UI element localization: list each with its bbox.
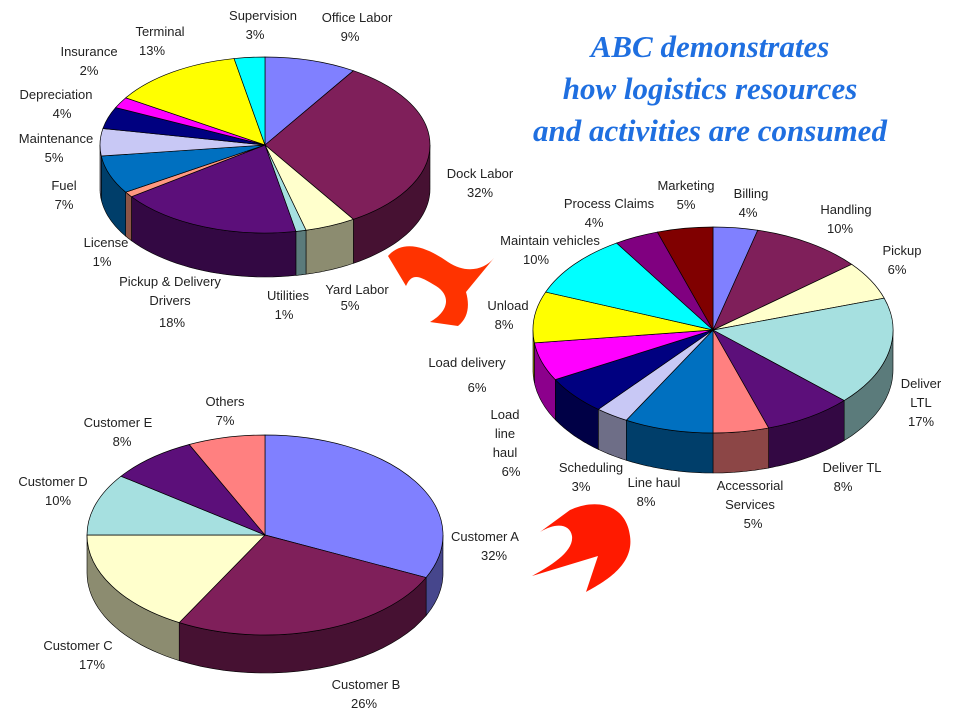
slice-label-maintenance: Maintenance 5% [19, 131, 93, 165]
pie-slice-office-labor [264, 56, 355, 146]
slice-label-load-delivery: Load delivery 6% [428, 355, 506, 395]
pie-side-license [125, 191, 132, 242]
pie-slice-line-haul [625, 329, 714, 434]
pie-slice-maintain-vehicles [545, 242, 715, 331]
flow-arrow-resources-to-activities [388, 246, 494, 326]
slice-label-handling: Handling 10% [820, 202, 871, 236]
slice-label-supervision: Supervision 3% [229, 8, 297, 42]
slice-label-pickup-delivery-drivers: Pickup & Delivery Drivers 18% [119, 274, 221, 330]
pie-slice-marketing [656, 226, 714, 332]
pie-slice-customer-a [264, 434, 444, 578]
pie-side-utilities [295, 229, 307, 276]
slice-label-scheduling: Scheduling 3% [559, 460, 623, 494]
slice-label-license: License 1% [84, 235, 129, 269]
resources-pie-chart [99, 56, 431, 278]
slice-label-dock-labor: Dock Labor 32% [447, 166, 514, 200]
resources-slice-labels: Office Labor 9% Dock Labor 32% Yard Labor 5% U… [19, 8, 514, 330]
pie-slice-others [188, 434, 266, 536]
slice-label-customer-a: Customer A 32% [451, 529, 519, 563]
slice-label-deliver-tl: Deliver TL 8% [822, 460, 881, 494]
slice-label-terminal: Terminal 13% [135, 24, 184, 58]
pie-slice-customer-e [120, 444, 266, 536]
activities-slice-labels: Billing 4% Handling 10% Pickup 6% Deliver LTL 17… [428, 178, 942, 531]
slice-label-depreciation: Depreciation 4% [20, 87, 93, 121]
title-line-2: how logistics resources [562, 71, 858, 106]
flow-arrow-activities-to-customers [532, 504, 631, 592]
pie-slice-deliver-tl [712, 329, 845, 429]
slice-label-utilities: Utilities 1% [267, 288, 309, 322]
slice-label-fuel: Fuel 7% [51, 178, 76, 212]
pie-slice-customer-c [86, 534, 266, 624]
pie-slice-pickup-delivery-drivers [130, 144, 297, 234]
slice-label-accessorial-services: Accessorial Services 5% [717, 478, 784, 531]
activities-pie-chart [532, 226, 894, 474]
customers-slice-labels: Customer A 32% Customer B 26% Customer C 17% C… [18, 394, 519, 711]
pie-side-accessorial-services [712, 427, 769, 474]
pie-slice-supervision [233, 56, 266, 146]
slice-label-customer-d: Customer D 10% [18, 474, 87, 508]
title-line-3: and activities are consumed [533, 113, 887, 148]
customers-pie-chart [86, 434, 444, 674]
title-line-1: ABC demonstrates [590, 29, 830, 64]
chart-title: ABC demonstrates how logistics resources… [480, 26, 940, 152]
slice-label-office-labor: Office Labor 9% [322, 10, 393, 44]
slice-label-load-line-haul: Load line haul 6% [491, 407, 521, 479]
slice-label-deliver-ltl: Deliver LTL 17% [901, 376, 942, 429]
slice-label-billing: Billing 4% [734, 186, 769, 220]
pie-slice-dock-labor [264, 70, 431, 220]
slice-label-line-haul: Line haul 8% [628, 475, 681, 509]
pie-slice-customer-d [86, 475, 266, 536]
slice-label-insurance: Insurance 2% [60, 44, 117, 78]
slice-label-marketing: Marketing 5% [657, 178, 714, 212]
slice-label-customer-c: Customer C 17% [43, 638, 112, 672]
pie-slice-deliver-ltl [711, 297, 894, 401]
slice-label-customer-b: Customer B 26% [332, 677, 401, 711]
pie-slice-unload [532, 291, 714, 344]
slice-label-yard-labor: Yard Labor 5% [325, 282, 389, 313]
slice-label-customer-e: Customer E 8% [84, 415, 153, 449]
slice-label-unload: Unload 8% [487, 298, 528, 332]
slice-label-maintain-vehicles: Maintain vehicles 10% [500, 233, 600, 267]
slice-label-pickup: Pickup 6% [882, 243, 921, 277]
pie-slice-terminal [124, 58, 266, 146]
pie-slice-handling [712, 229, 853, 331]
slice-label-others: Others 7% [205, 394, 245, 428]
slice-label-process-claims: Process Claims 4% [564, 196, 655, 230]
